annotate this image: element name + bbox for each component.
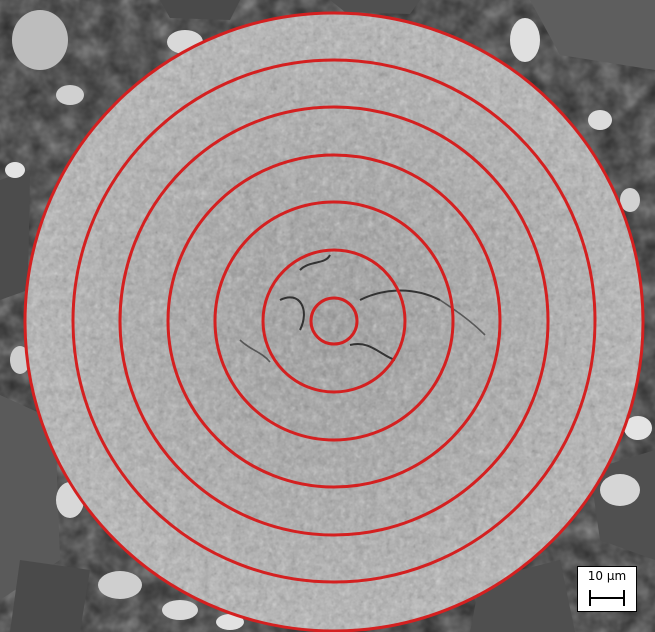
scale-bar-label: 10 µm <box>587 569 627 583</box>
ring-6 <box>71 58 597 584</box>
ring-4 <box>166 153 502 489</box>
ring-1 <box>309 296 359 346</box>
ring-2 <box>261 248 407 394</box>
ring-3 <box>213 200 455 442</box>
ring-7 <box>23 11 645 632</box>
ring-5 <box>118 105 550 537</box>
scale-bar-mark <box>589 590 625 606</box>
scale-bar: 10 µm <box>577 566 637 612</box>
concentric-rings <box>23 11 645 632</box>
